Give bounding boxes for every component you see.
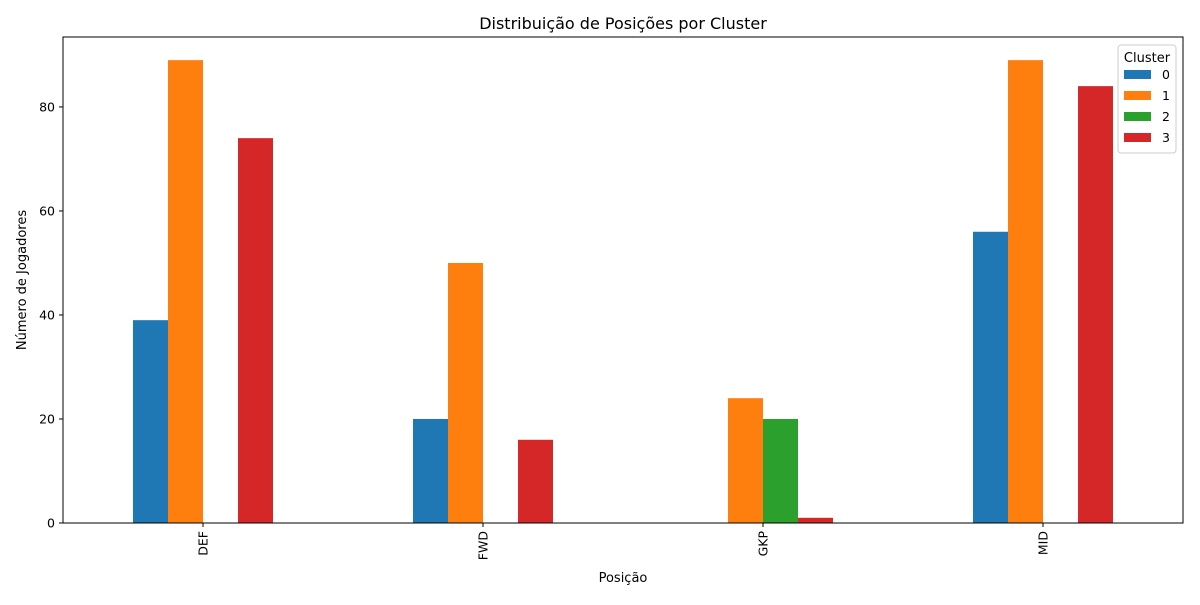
legend-label-cluster-2: 2 [1162,109,1170,124]
y-tick-label: 20 [39,411,55,426]
x-tick-label-def: DEF [196,531,211,556]
legend-title: Cluster [1124,51,1171,66]
legend-label-cluster-3: 3 [1162,130,1170,145]
plot-frame [62,36,1184,524]
legend-swatch-cluster-0 [1124,70,1151,79]
bar-def-cluster-3 [238,138,273,523]
y-tick-label: 80 [39,99,55,114]
y-tick-label: 40 [39,307,55,322]
bar-mid-cluster-3 [1078,86,1113,524]
bar-def-cluster-0 [133,320,168,523]
chart-title: Distribuição de Posições por Cluster [479,14,767,33]
legend-swatch-cluster-3 [1124,133,1151,142]
legend-items: 0 1 2 3 [1124,67,1170,145]
x-tick-label-mid: MID [1036,531,1051,555]
y-tick-label: 60 [39,203,55,218]
legend-label-cluster-1: 1 [1162,88,1170,103]
x-tick-label-gkp: GKP [756,531,771,557]
legend-swatch-cluster-1 [1124,91,1151,100]
y-tick-label: 0 [47,516,55,531]
bar-gkp-cluster-3 [798,517,833,523]
bars-layer [133,60,1113,524]
bar-fwd-cluster-3 [518,439,553,523]
bar-gkp-cluster-2 [763,418,798,523]
legend-swatch-cluster-2 [1124,112,1151,121]
y-axis: 0 20 40 60 80 [39,99,63,531]
legend-label-cluster-0: 0 [1162,67,1170,82]
x-axis-label: Posição [599,571,648,586]
bar-mid-cluster-1 [1008,60,1043,523]
bar-gkp-cluster-1 [728,398,763,523]
bar-mid-cluster-0 [973,231,1008,523]
x-axis: DEF FWD GKP MID [196,523,1051,560]
y-axis-label: Número de Jogadores [15,210,30,350]
x-tick-label-fwd: FWD [476,531,491,560]
bar-fwd-cluster-1 [448,262,483,523]
legend: Cluster 0 1 2 3 [1117,44,1177,154]
bar-fwd-cluster-0 [413,418,448,523]
bar-def-cluster-1 [168,60,203,523]
